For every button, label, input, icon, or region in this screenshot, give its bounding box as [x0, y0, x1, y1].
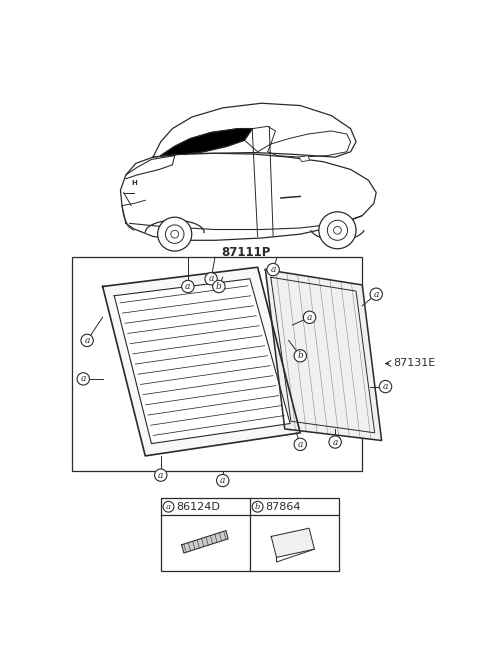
- Circle shape: [163, 501, 174, 512]
- Circle shape: [329, 436, 341, 448]
- Circle shape: [252, 501, 263, 512]
- Polygon shape: [161, 128, 252, 156]
- Circle shape: [157, 217, 192, 251]
- Circle shape: [370, 288, 383, 301]
- Polygon shape: [181, 531, 228, 553]
- Polygon shape: [120, 153, 376, 240]
- Circle shape: [303, 311, 316, 324]
- Circle shape: [379, 381, 392, 393]
- Circle shape: [213, 280, 225, 293]
- Text: a: a: [220, 476, 226, 485]
- Text: b: b: [298, 351, 303, 360]
- Text: a: a: [333, 438, 338, 447]
- Polygon shape: [271, 528, 314, 557]
- Circle shape: [327, 220, 348, 240]
- Bar: [161, 498, 339, 571]
- Circle shape: [77, 373, 89, 385]
- Circle shape: [319, 212, 356, 249]
- Circle shape: [181, 280, 194, 293]
- Text: a: a: [208, 274, 214, 284]
- Text: b: b: [255, 503, 260, 511]
- Text: 87111P: 87111P: [221, 246, 271, 259]
- Polygon shape: [265, 270, 382, 441]
- Circle shape: [166, 225, 184, 244]
- Text: 87131E: 87131E: [393, 358, 435, 369]
- Text: a: a: [270, 265, 276, 274]
- Circle shape: [294, 438, 306, 451]
- Circle shape: [205, 272, 217, 285]
- Text: a: a: [158, 471, 163, 479]
- Circle shape: [216, 474, 229, 487]
- Text: a: a: [166, 503, 171, 511]
- Text: a: a: [185, 282, 191, 291]
- Polygon shape: [153, 103, 356, 157]
- Polygon shape: [103, 267, 300, 456]
- Circle shape: [267, 263, 279, 276]
- Text: a: a: [307, 313, 312, 322]
- Circle shape: [294, 350, 306, 362]
- Polygon shape: [145, 220, 204, 233]
- Text: a: a: [84, 336, 90, 345]
- Text: a: a: [373, 290, 379, 299]
- Text: 86124D: 86124D: [176, 502, 220, 512]
- Circle shape: [81, 334, 93, 346]
- Polygon shape: [299, 156, 310, 162]
- Circle shape: [171, 231, 179, 238]
- Circle shape: [334, 227, 341, 234]
- Text: a: a: [81, 375, 86, 383]
- Bar: [72, 257, 362, 472]
- Text: H: H: [132, 179, 137, 185]
- Text: b: b: [216, 282, 222, 291]
- Text: 87864: 87864: [265, 502, 301, 512]
- Text: a: a: [383, 382, 388, 391]
- Text: a: a: [298, 440, 303, 449]
- Polygon shape: [114, 279, 290, 443]
- Circle shape: [155, 469, 167, 481]
